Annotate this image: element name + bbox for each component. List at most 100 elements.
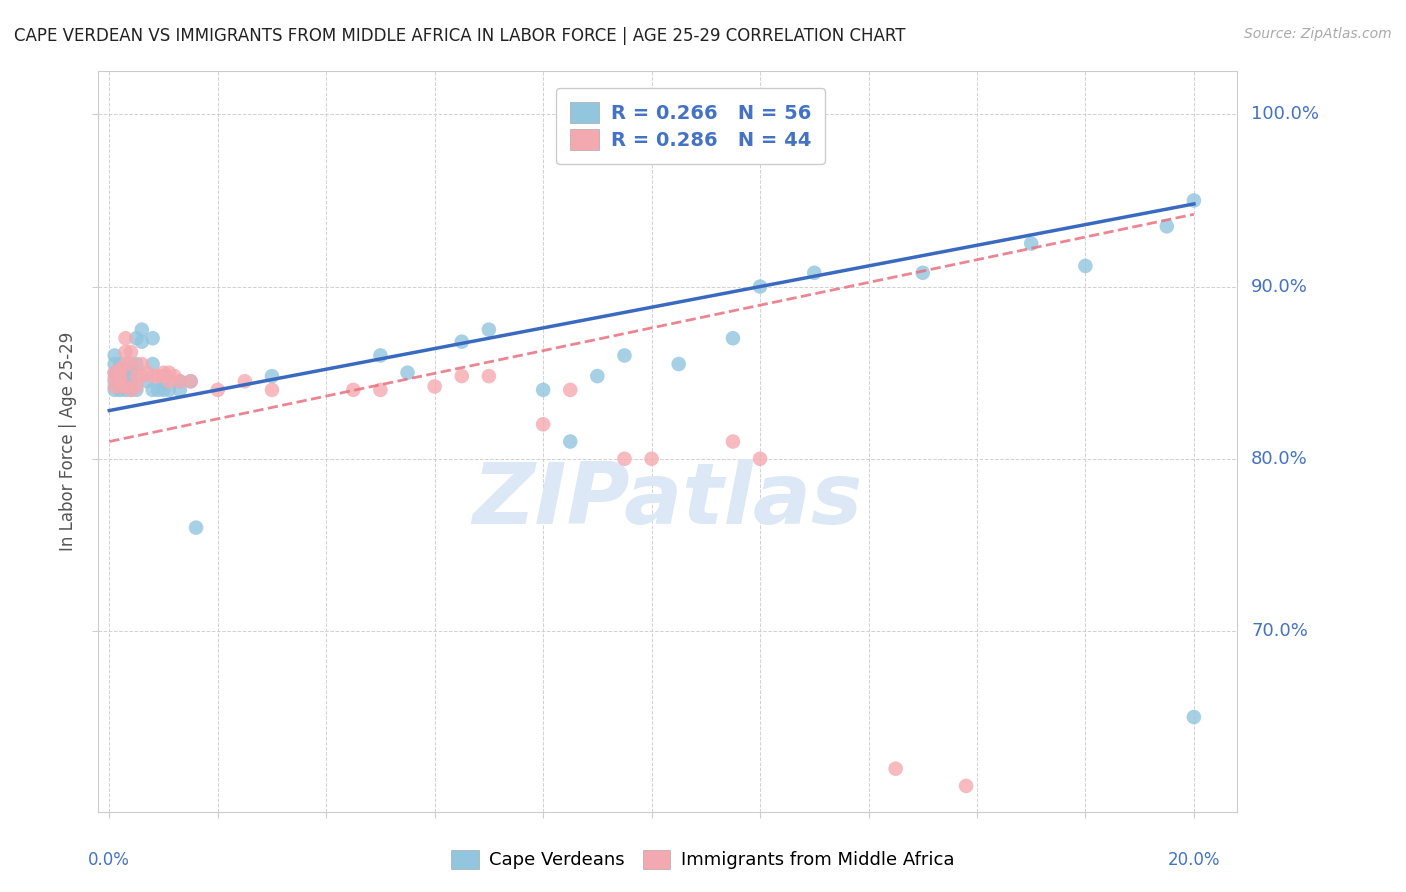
Point bbox=[114, 374, 136, 388]
Point bbox=[108, 383, 131, 397]
Point bbox=[114, 357, 136, 371]
Point bbox=[668, 357, 690, 371]
Point bbox=[108, 379, 131, 393]
Point bbox=[180, 374, 202, 388]
Point bbox=[120, 383, 142, 397]
Point bbox=[114, 383, 136, 397]
Point bbox=[120, 366, 142, 380]
Y-axis label: In Labor Force | Age 25-29: In Labor Force | Age 25-29 bbox=[59, 332, 77, 551]
Point bbox=[169, 374, 191, 388]
Point bbox=[1182, 710, 1205, 724]
Point bbox=[108, 366, 131, 380]
Point bbox=[207, 383, 229, 397]
Point bbox=[450, 369, 472, 384]
Point bbox=[142, 357, 165, 371]
Point bbox=[114, 345, 136, 359]
Point bbox=[136, 374, 159, 388]
Point bbox=[450, 334, 472, 349]
Point bbox=[157, 366, 180, 380]
Point bbox=[131, 369, 153, 384]
Point bbox=[884, 762, 907, 776]
Text: 90.0%: 90.0% bbox=[1251, 277, 1308, 295]
Point bbox=[108, 362, 131, 376]
Point bbox=[184, 521, 207, 535]
Point bbox=[370, 348, 392, 362]
Point bbox=[146, 369, 169, 384]
Point bbox=[640, 451, 662, 466]
Point bbox=[803, 266, 825, 280]
Point bbox=[721, 434, 744, 449]
Point bbox=[396, 366, 419, 380]
Point bbox=[114, 362, 136, 376]
Point bbox=[233, 374, 256, 388]
Point bbox=[104, 357, 127, 371]
Text: 100.0%: 100.0% bbox=[1251, 105, 1319, 123]
Point bbox=[108, 369, 131, 384]
Text: Source: ZipAtlas.com: Source: ZipAtlas.com bbox=[1244, 27, 1392, 41]
Text: CAPE VERDEAN VS IMMIGRANTS FROM MIDDLE AFRICA IN LABOR FORCE | AGE 25-29 CORRELA: CAPE VERDEAN VS IMMIGRANTS FROM MIDDLE A… bbox=[14, 27, 905, 45]
Point bbox=[1074, 259, 1097, 273]
Point bbox=[114, 369, 136, 384]
Point bbox=[613, 348, 636, 362]
Point bbox=[125, 331, 148, 345]
Point bbox=[586, 369, 609, 384]
Point bbox=[104, 366, 127, 380]
Point bbox=[749, 279, 772, 293]
Point bbox=[142, 331, 165, 345]
Point bbox=[104, 366, 127, 380]
Point bbox=[152, 369, 174, 384]
Point bbox=[114, 379, 136, 393]
Point bbox=[370, 383, 392, 397]
Point bbox=[749, 451, 772, 466]
Point bbox=[560, 434, 582, 449]
Legend: Cape Verdeans, Immigrants from Middle Africa: Cape Verdeans, Immigrants from Middle Af… bbox=[443, 841, 963, 879]
Point bbox=[169, 374, 191, 388]
Point bbox=[560, 383, 582, 397]
Point bbox=[342, 383, 364, 397]
Point bbox=[125, 383, 148, 397]
Point bbox=[104, 374, 127, 388]
Point bbox=[180, 374, 202, 388]
Point bbox=[157, 374, 180, 388]
Point bbox=[152, 374, 174, 388]
Point bbox=[114, 379, 136, 393]
Point bbox=[169, 383, 191, 397]
Point bbox=[955, 779, 977, 793]
Point bbox=[613, 451, 636, 466]
Point bbox=[120, 357, 142, 371]
Point bbox=[260, 383, 283, 397]
Legend: R = 0.266   N = 56, R = 0.286   N = 44: R = 0.266 N = 56, R = 0.286 N = 44 bbox=[557, 88, 825, 164]
Point bbox=[136, 366, 159, 380]
Point bbox=[114, 331, 136, 345]
Text: 20.0%: 20.0% bbox=[1167, 851, 1220, 869]
Point bbox=[142, 369, 165, 384]
Point bbox=[531, 417, 554, 432]
Text: 80.0%: 80.0% bbox=[1251, 450, 1308, 467]
Point bbox=[120, 383, 142, 397]
Point bbox=[108, 371, 131, 385]
Point bbox=[104, 383, 127, 397]
Text: 70.0%: 70.0% bbox=[1251, 622, 1308, 640]
Text: 0.0%: 0.0% bbox=[89, 851, 131, 869]
Text: ZIPatlas: ZIPatlas bbox=[472, 459, 863, 542]
Point bbox=[157, 383, 180, 397]
Point bbox=[131, 334, 153, 349]
Point bbox=[108, 362, 131, 376]
Point bbox=[478, 323, 501, 337]
Point bbox=[108, 374, 131, 388]
Point bbox=[104, 379, 127, 393]
Point bbox=[125, 379, 148, 393]
Point bbox=[120, 345, 142, 359]
Point bbox=[721, 331, 744, 345]
Point bbox=[104, 348, 127, 362]
Point bbox=[131, 357, 153, 371]
Point bbox=[423, 379, 446, 393]
Point bbox=[531, 383, 554, 397]
Point bbox=[1156, 219, 1178, 234]
Point bbox=[1019, 236, 1042, 251]
Point bbox=[108, 357, 131, 371]
Point bbox=[131, 323, 153, 337]
Point bbox=[911, 266, 934, 280]
Point bbox=[478, 369, 501, 384]
Point bbox=[120, 374, 142, 388]
